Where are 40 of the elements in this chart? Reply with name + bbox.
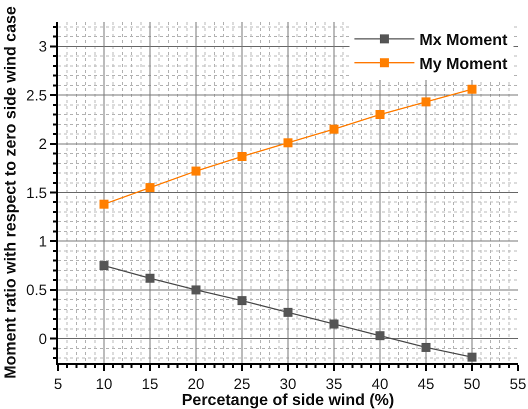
x-axis-title: Percetange of side wind (%) [182,392,394,409]
point [468,84,476,94]
y-tick-label: 1.5 [26,184,47,202]
y-tick-label: 2 [38,136,47,154]
x-tick-label: 30 [280,376,296,393]
y-tick-label: 0 [38,330,47,348]
point [468,352,476,362]
legend-label: Mx Moment [419,32,508,50]
point [192,285,200,294]
point [238,296,246,306]
point [100,261,108,270]
x-tick-label: 55 [510,376,526,393]
x-tick-label: 15 [142,376,158,393]
y-tick-label: 1 [38,233,47,250]
point [146,274,154,283]
x-tick-label: 45 [418,376,434,393]
point [376,110,384,120]
x-tick-label: 20 [188,376,204,393]
x-tick-label: 25 [234,376,250,393]
y-axis-title: Moment ratio with respect to zero side wind case [2,6,20,379]
point [284,308,292,317]
x-tick-label: 40 [372,376,388,393]
x-tick-label: 50 [464,376,480,393]
x-tick-label: 35 [326,376,342,393]
legend-label: My Moment [419,56,508,73]
point [192,166,200,176]
point [330,320,338,329]
point [422,97,430,106]
y-tick-label: 3 [38,38,47,56]
x-tick-label: 10 [96,376,112,393]
x-tick-label: 5 [54,376,62,393]
point [238,152,246,161]
point [284,138,292,148]
point [330,124,338,134]
point [100,200,108,209]
point [146,183,154,192]
y-tick-label: 0.5 [26,282,47,300]
point [422,342,430,352]
point [376,331,384,340]
y-tick-label: 2.5 [26,87,47,104]
